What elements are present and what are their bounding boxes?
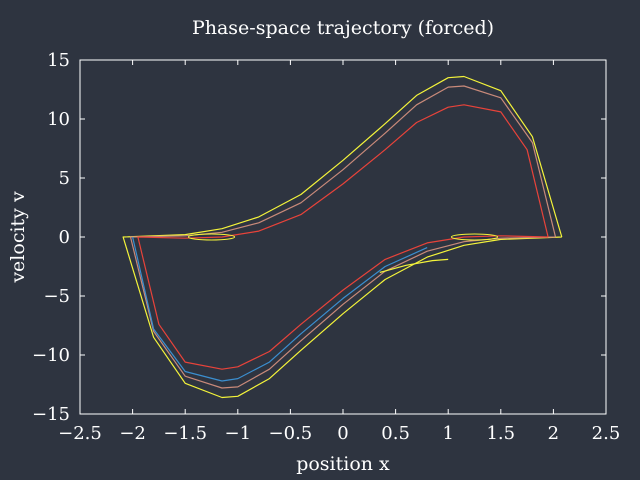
x-tick-label: −2.5 xyxy=(58,423,102,444)
y-tick-label: −10 xyxy=(32,345,70,366)
x-tick-label: 1.5 xyxy=(486,423,515,444)
x-tick-label: −1 xyxy=(225,423,252,444)
x-tick-label: −1.5 xyxy=(163,423,207,444)
y-tick-label: 15 xyxy=(47,50,70,71)
y-tick-label: −5 xyxy=(43,286,70,307)
trajectory-line-1 xyxy=(129,85,557,389)
x-tick-label: 0.5 xyxy=(381,423,410,444)
x-axis-label: position x xyxy=(296,453,390,475)
x-tick-label: 1 xyxy=(442,423,453,444)
trajectory-loop-1 xyxy=(450,233,499,241)
x-tick-label: 2 xyxy=(548,423,559,444)
x-tick-label: −0.5 xyxy=(269,423,313,444)
y-axis-label: velocity v xyxy=(7,191,29,284)
ticks-layer: −2.5 −2 −1.5 −1 −0.5 0 0.5 1 1.5 2 2.5 −15 −10 −5 0 5 10… xyxy=(32,50,620,444)
trajectory-line-4 xyxy=(379,258,449,273)
chart-title: Phase-space trajectory (forced) xyxy=(192,17,494,39)
x-tick-label: −2 xyxy=(119,423,146,444)
trajectory-line-2 xyxy=(132,236,428,382)
x-tick-label: 2.5 xyxy=(592,423,621,444)
y-tick-label: 0 xyxy=(59,227,70,248)
trajectory-line-0 xyxy=(122,75,563,399)
x-tick-label: 0 xyxy=(337,423,348,444)
y-tick-label: 5 xyxy=(59,168,70,189)
y-tick-label: −15 xyxy=(32,404,70,425)
y-tick-label: 10 xyxy=(47,109,70,130)
trajectory-line-3 xyxy=(137,104,549,370)
trajectory-layer xyxy=(122,75,563,399)
trajectory-loop-0 xyxy=(187,233,236,241)
